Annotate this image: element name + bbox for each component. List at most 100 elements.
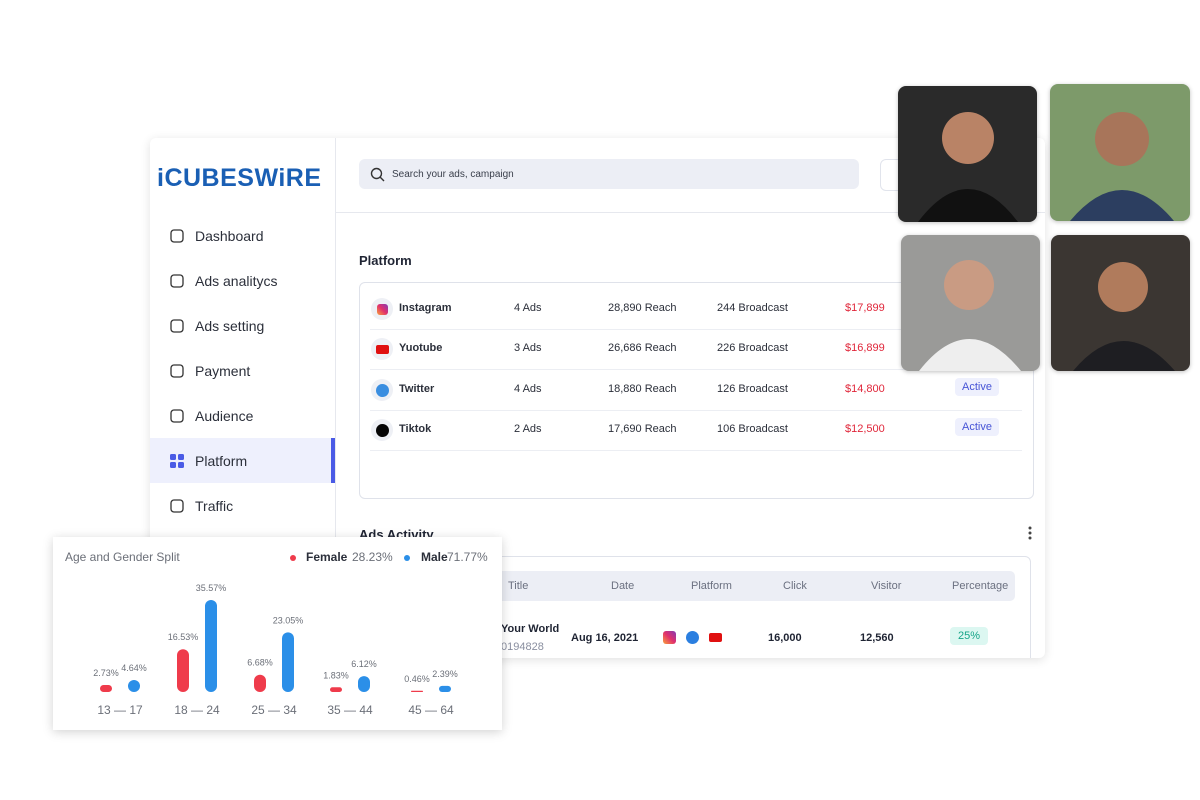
x-tick-label: 35 — 44: [327, 703, 373, 717]
platform-icon: [686, 631, 699, 644]
x-tick-label: 45 — 64: [408, 703, 454, 717]
cell: 26,686 Reach: [608, 342, 677, 355]
bar: [358, 676, 370, 692]
value-label: 6.68%: [247, 658, 273, 668]
search-placeholder: Search your ads, campaign: [392, 168, 514, 180]
platform-icon: [709, 633, 722, 642]
bar: [439, 685, 451, 692]
icon-part: [178, 461, 184, 468]
logo-mark: [376, 345, 389, 355]
column-header: Click: [783, 580, 807, 592]
cell: $17,899: [845, 302, 885, 314]
value-label: 6.12%: [351, 659, 377, 669]
cell: Your World: [501, 623, 560, 635]
icon-part: [170, 453, 176, 460]
x-tick-label: 13 — 17: [97, 703, 143, 717]
sidebar: iCUBESWiRE Dashboard Ads analitycs Ads set…: [150, 138, 336, 658]
nav-label: Audience: [195, 407, 254, 424]
nav-label: Dashboard: [195, 227, 264, 244]
icon-part: [170, 408, 184, 423]
nav-item[interactable]: Dashboard: [150, 213, 335, 258]
x-tick-label: 25 — 34: [251, 703, 297, 717]
legend-share: 71.77%: [447, 550, 488, 564]
logo-mark: [376, 383, 389, 397]
icon-part: [170, 498, 184, 513]
column-header: Platform: [691, 580, 732, 592]
cell: Tiktok: [399, 422, 432, 435]
platform-table: Instagram 4 Ads 28,890 Reach 244 Broadcast $…: [359, 282, 1034, 499]
search-icon: [370, 167, 385, 181]
icon-part: [170, 318, 184, 333]
photo: [901, 235, 1040, 371]
column-header: Title: [508, 580, 529, 592]
cell: 226 Broadcast: [717, 342, 788, 355]
bar: [205, 600, 217, 692]
bar: [128, 679, 140, 692]
nav-item[interactable]: Traffic: [150, 483, 335, 528]
logo-mark: [376, 423, 389, 437]
value-label: 16.53%: [168, 632, 199, 642]
chart: Age and Gender Split Female 28.23% Male 71.7…: [65, 550, 488, 717]
platform-row: Instagram 4 Ads 28,890 Reach 244 Broadcast $…: [370, 289, 1022, 330]
cell: Yuotube: [399, 342, 443, 355]
icon-part: [170, 228, 184, 243]
nav-label: Payment: [195, 362, 251, 379]
cell: 0194828: [501, 641, 544, 653]
bar: [177, 649, 189, 692]
cell: 126 Broadcast: [717, 382, 788, 395]
bar: [411, 690, 423, 692]
bar: [330, 687, 342, 692]
legend-label: Female: [306, 550, 348, 564]
chart-card: Age and Gender Split Female 28.23% Male 71.7…: [53, 537, 502, 730]
value-label: 1.83%: [323, 670, 349, 680]
nav-item[interactable]: Ads setting: [150, 303, 335, 348]
cell: 18,880 Reach: [608, 382, 677, 395]
status-badge: Active: [955, 417, 999, 436]
nav-item[interactable]: Platform: [150, 438, 335, 483]
cell: Twitter: [399, 382, 435, 395]
nav-icon: [170, 408, 184, 423]
platform-row: Twitter 4 Ads 18,880 Reach 126 Broadcast $14…: [370, 370, 1022, 411]
logo: iCUBESWiRE: [157, 164, 322, 192]
cell: 2 Ads: [514, 422, 542, 435]
nav-item[interactable]: Ads analitycs: [150, 258, 335, 303]
photo: [1050, 84, 1190, 221]
cell: 4 Ads: [514, 302, 542, 314]
cell: 4 Ads: [514, 382, 542, 395]
cell: Instagram: [399, 302, 452, 314]
icon-part: [170, 461, 176, 468]
cell: $12,500: [845, 422, 885, 435]
logo-mark: [377, 304, 388, 315]
nav-item[interactable]: Audience: [150, 393, 335, 438]
legend-marker: [404, 555, 410, 561]
bar: [282, 632, 294, 692]
value-label: 2.39%: [432, 669, 458, 679]
cell: 106 Broadcast: [717, 422, 788, 435]
search-bar[interactable]: Search your ads, campaign: [359, 159, 859, 189]
platform-icon: [371, 418, 393, 441]
legend-label: Male: [421, 550, 448, 564]
nav-item[interactable]: Payment: [150, 348, 335, 393]
chart-title: Age and Gender Split: [65, 550, 180, 564]
value-label: 23.05%: [273, 615, 304, 625]
nav-label: Platform: [195, 452, 248, 469]
cell: Aug 16, 2021: [571, 632, 639, 644]
bar: [254, 674, 266, 692]
bar: [100, 684, 112, 692]
cell: $16,899: [845, 342, 885, 355]
icon-part: [170, 273, 184, 288]
nav-icon: [170, 453, 184, 468]
icon-part: [170, 363, 184, 378]
value-label: 2.73%: [93, 668, 119, 678]
more-menu[interactable]: [1026, 525, 1034, 541]
value-label: 35.57%: [196, 583, 227, 593]
value-label: 4.64%: [121, 663, 147, 673]
x-tick-label: 18 — 24: [174, 703, 220, 717]
divider: [336, 212, 1045, 213]
platform-icon: [663, 631, 676, 644]
cell: 244 Broadcast: [717, 302, 788, 314]
nav-icon: [170, 498, 184, 513]
nav-label: Traffic: [195, 497, 234, 514]
section-title: Platform: [359, 253, 412, 268]
